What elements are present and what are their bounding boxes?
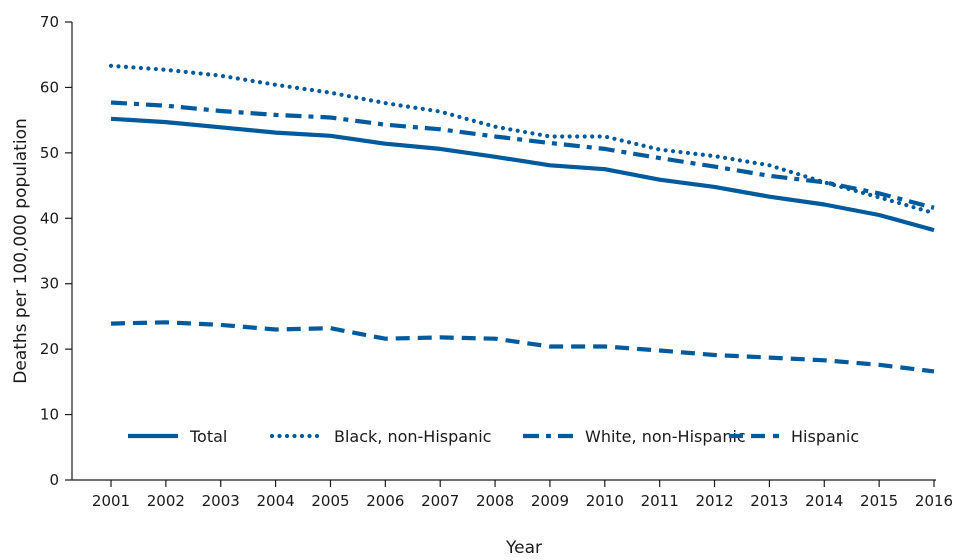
x-tick-label: 2002	[147, 492, 185, 510]
legend-label: Black, non-Hispanic	[334, 427, 491, 446]
x-tick-label: 2007	[421, 492, 459, 510]
x-tick-label: 2014	[805, 492, 843, 510]
x-tick-label: 2013	[750, 492, 788, 510]
x-tick-label: 2006	[366, 492, 404, 510]
legend: Total Black, non-Hispanic White, non-Hispa…	[128, 427, 859, 446]
y-tick-label: 0	[49, 471, 59, 489]
x-axis-ticks: 2001 2002 2003 2004 2005 2006 2007 2008 2009 2010…	[92, 480, 953, 510]
legend-label: Hispanic	[791, 427, 859, 446]
y-tick-label: 10	[40, 406, 59, 424]
x-tick-label: 2012	[695, 492, 733, 510]
x-axis-title: Year	[505, 538, 542, 558]
x-tick-label: 2004	[257, 492, 295, 510]
x-tick-label: 2003	[202, 492, 240, 510]
x-tick-label: 2010	[586, 492, 624, 510]
series-line-total	[110, 116, 935, 233]
x-tick-label: 2011	[641, 492, 679, 510]
legend-label: White, non-Hispanic	[585, 427, 746, 446]
x-tick-label: 2016	[915, 492, 953, 510]
x-tick-label: 2001	[92, 492, 130, 510]
axes: 0 10 20 30 40 50 60 70 2001 2002 2003 2004 2005 2006…	[40, 13, 953, 510]
y-tick-label: 70	[40, 13, 59, 31]
y-tick-label: 60	[40, 78, 59, 96]
x-tick-label: 2008	[476, 492, 514, 510]
y-tick-label: 20	[40, 340, 59, 358]
y-axis-title: Deaths per 100,000 population	[11, 118, 31, 383]
series-lines	[108, 63, 937, 374]
legend-label: Total	[189, 427, 227, 446]
series-line-white-non-hispanic	[110, 100, 935, 210]
y-tick-label: 30	[40, 275, 59, 293]
x-tick-label: 2005	[311, 492, 349, 510]
series-line-black-non-hispanic	[108, 63, 937, 216]
y-tick-label: 40	[40, 209, 59, 227]
x-tick-label: 2015	[860, 492, 898, 510]
y-axis-ticks: 0 10 20 30 40 50 60 70	[40, 13, 72, 489]
x-tick-label: 2009	[531, 492, 569, 510]
y-tick-label: 50	[40, 144, 59, 162]
series-line-hispanic	[110, 320, 935, 374]
